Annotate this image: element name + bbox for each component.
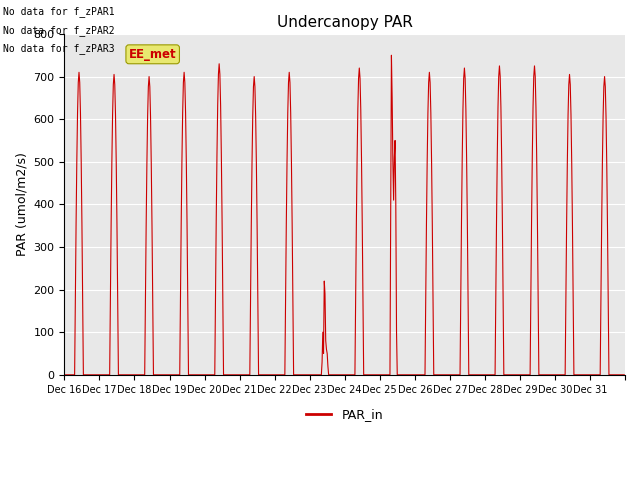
Text: EE_met: EE_met: [129, 48, 177, 61]
Y-axis label: PAR (umol/m2/s): PAR (umol/m2/s): [15, 153, 28, 256]
Title: Undercanopy PAR: Undercanopy PAR: [276, 15, 413, 30]
Text: No data for f_zPAR3: No data for f_zPAR3: [3, 43, 115, 54]
Legend: PAR_in: PAR_in: [301, 404, 388, 427]
Text: No data for f_zPAR2: No data for f_zPAR2: [3, 24, 115, 36]
Text: No data for f_zPAR1: No data for f_zPAR1: [3, 6, 115, 17]
